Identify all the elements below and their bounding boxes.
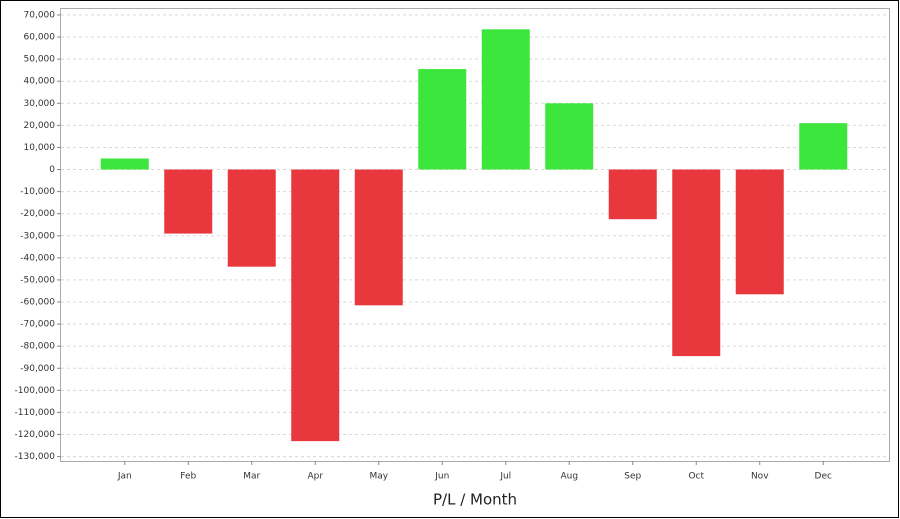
x-tick-label: Aug <box>560 472 578 482</box>
x-tick-label: May <box>369 472 388 482</box>
y-tick-label: -120,000 <box>15 430 56 440</box>
x-axis-title: P/L / Month <box>433 491 517 509</box>
x-tick-label: Feb <box>180 472 196 482</box>
y-tick-label: -80,000 <box>20 342 55 352</box>
y-tick-label: -70,000 <box>20 320 55 330</box>
y-tick-label: 60,000 <box>24 33 56 43</box>
bar <box>354 169 403 306</box>
x-tick-label: Sep <box>624 472 641 482</box>
x-tick-label: Apr <box>307 472 323 482</box>
x-tick-label: Jul <box>499 472 511 482</box>
bar <box>481 29 530 170</box>
bar <box>227 169 276 267</box>
bar <box>418 69 467 170</box>
bar <box>735 169 784 295</box>
y-tick-label: -110,000 <box>15 408 56 418</box>
bar <box>608 169 657 220</box>
y-tick-label: -30,000 <box>20 231 55 241</box>
x-tick-label: Jan <box>117 472 132 482</box>
y-tick-label: 20,000 <box>24 121 56 131</box>
y-tick-label: -40,000 <box>20 253 55 263</box>
bar <box>291 169 340 442</box>
y-tick-label: 0 <box>49 165 55 175</box>
y-tick-label: 70,000 <box>24 10 56 20</box>
y-tick-label: -20,000 <box>20 209 55 219</box>
y-tick-label: -100,000 <box>15 386 56 396</box>
y-tick-label: -130,000 <box>15 452 56 462</box>
x-tick-label: Jun <box>434 472 449 482</box>
x-tick-label: Dec <box>815 472 832 482</box>
y-tick-label: -10,000 <box>20 187 55 197</box>
x-tick-label: Oct <box>688 472 704 482</box>
y-tick-label: -90,000 <box>20 364 55 374</box>
bar <box>164 169 213 234</box>
bar <box>799 123 848 170</box>
y-tick-label: -60,000 <box>20 298 55 308</box>
y-tick-label: 10,000 <box>24 143 56 153</box>
y-tick-label: -50,000 <box>20 275 55 285</box>
x-tick-label: Nov <box>751 472 769 482</box>
x-tick-label: Mar <box>243 472 260 482</box>
bar <box>545 103 594 170</box>
bar <box>100 158 149 170</box>
bar <box>672 169 721 357</box>
y-tick-label: 40,000 <box>24 77 56 87</box>
y-tick-label: 30,000 <box>24 99 56 109</box>
y-tick-label: 50,000 <box>24 55 56 65</box>
